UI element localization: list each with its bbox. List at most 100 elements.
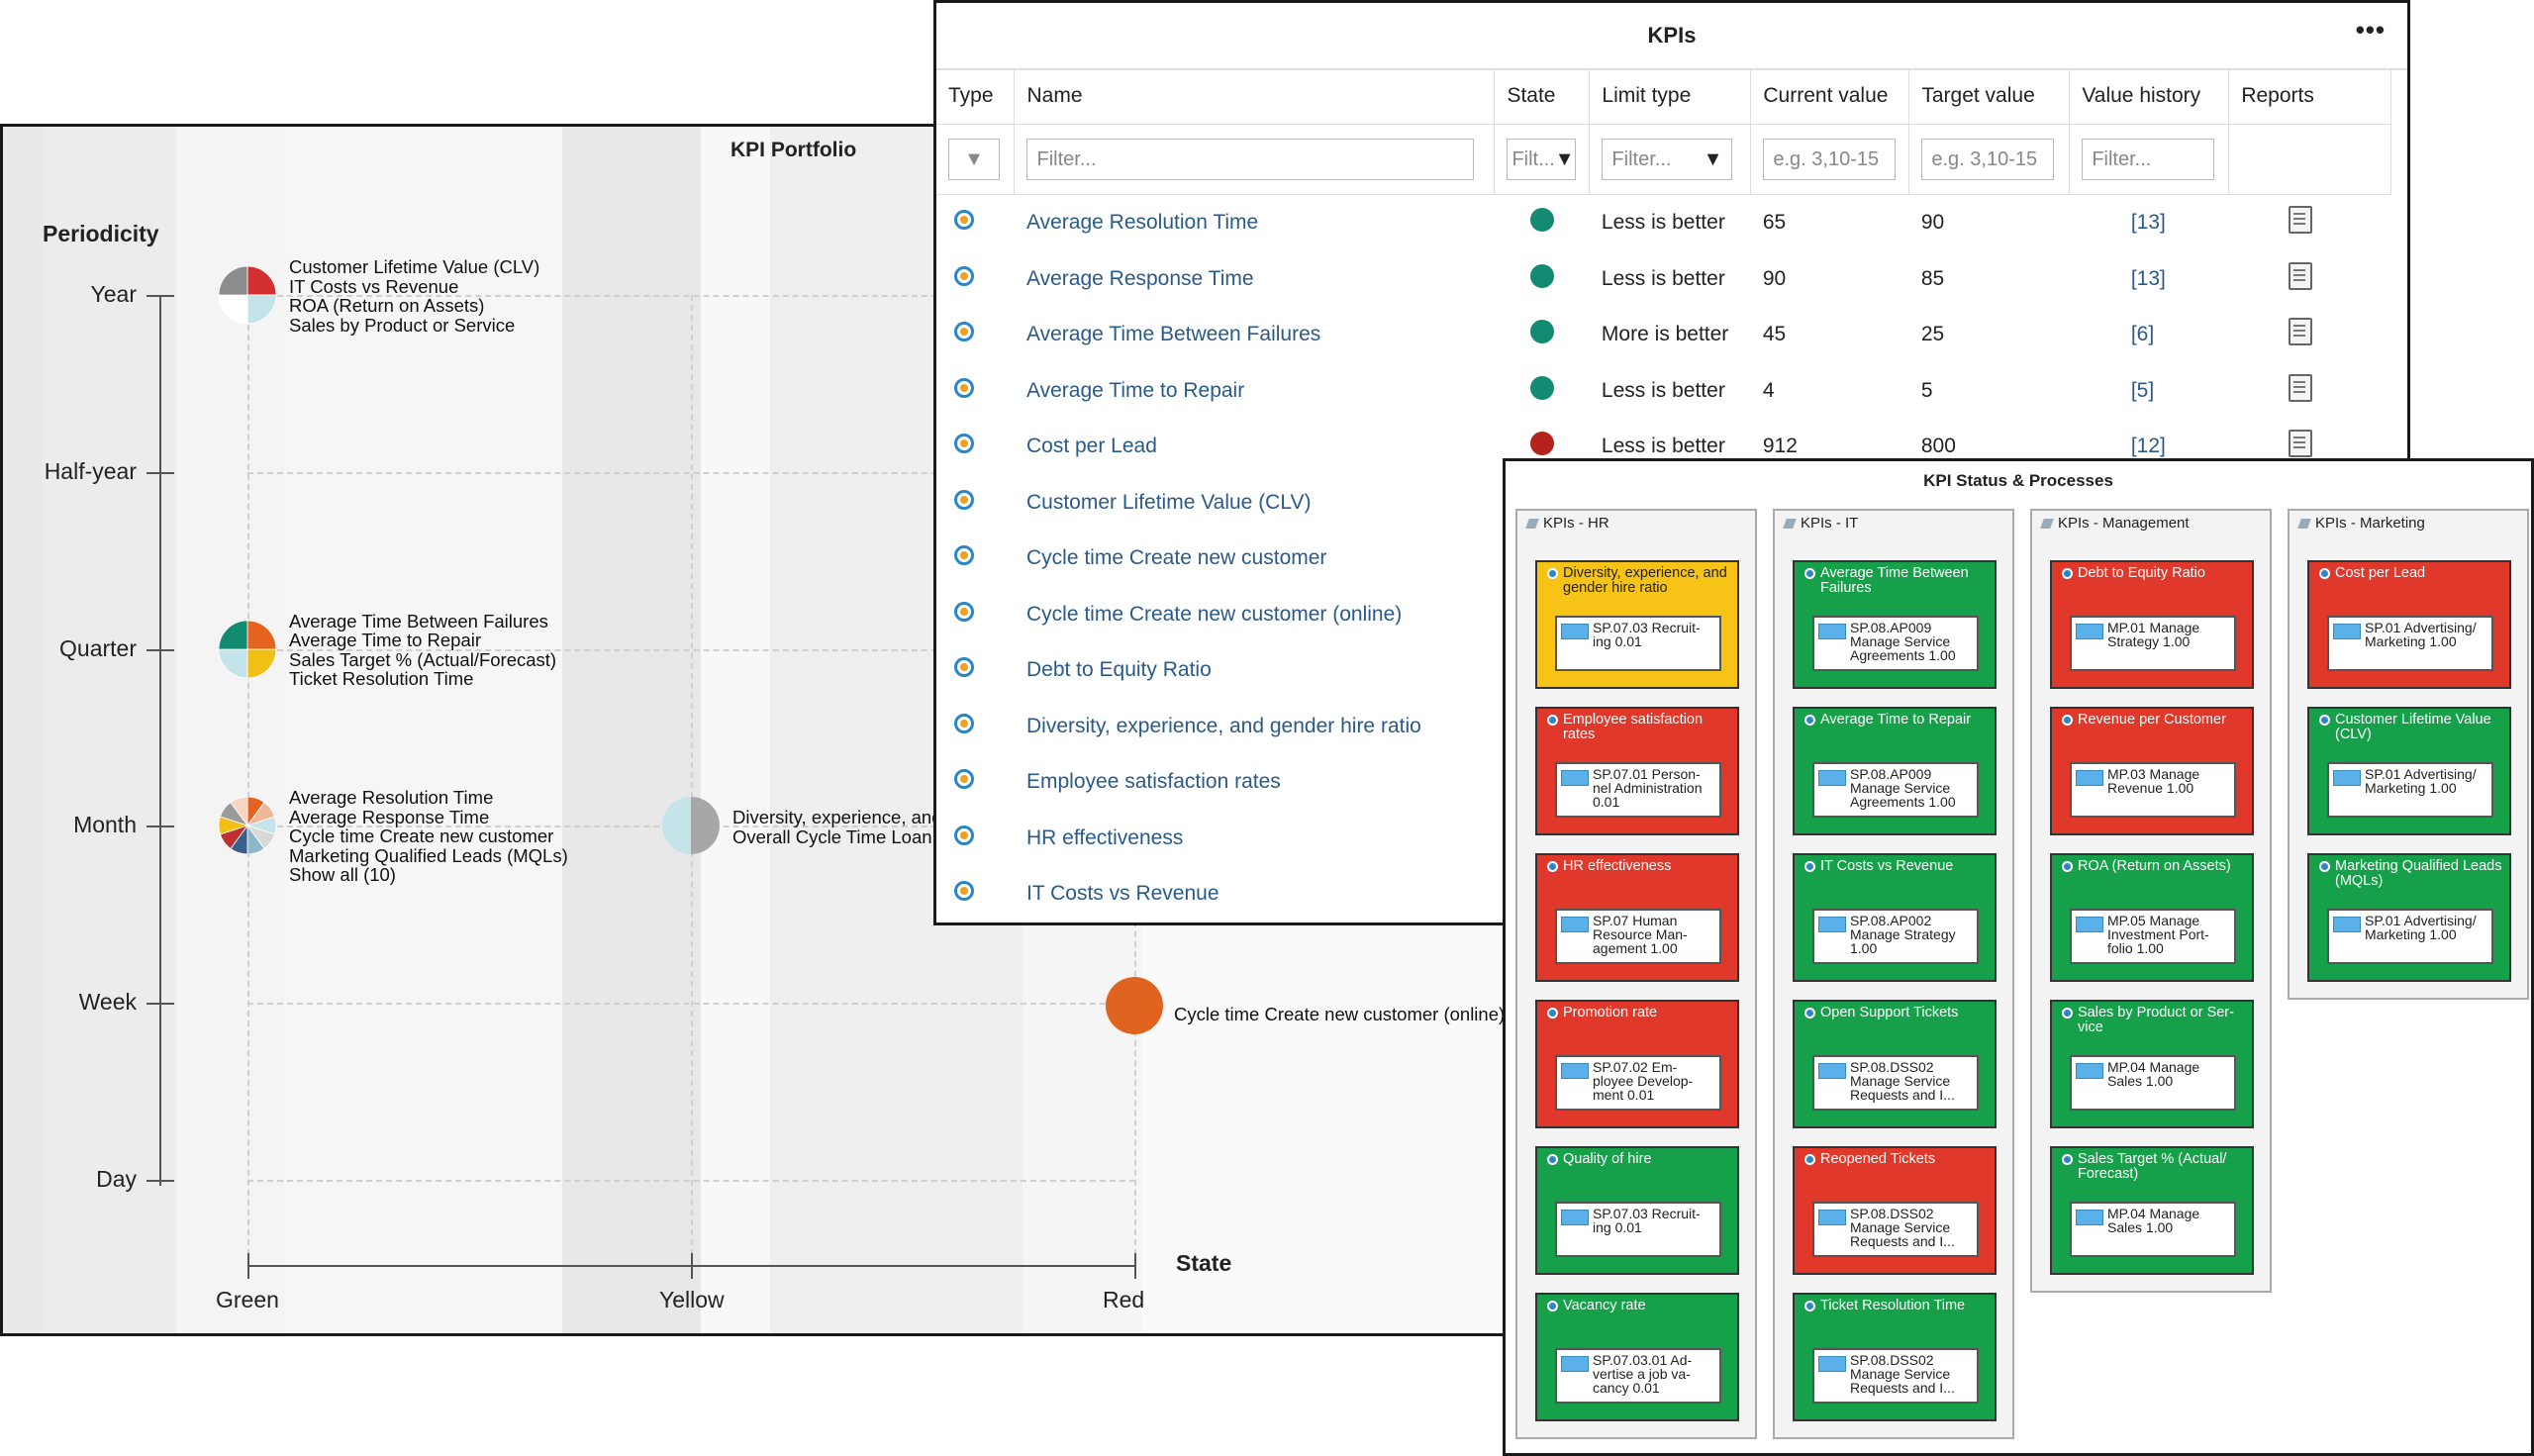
- kpi-card[interactable]: Ticket Resolution Time SP.08.DSS02 Manage…: [1793, 1293, 1997, 1421]
- kpi-card[interactable]: Customer Lifetime Value (CLV) SP.01 Adver…: [2307, 707, 2511, 835]
- report-icon[interactable]: [2288, 373, 2312, 402]
- bubble-kpi-label[interactable]: Overall Cycle Time Loan a: [732, 825, 947, 847]
- report-icon[interactable]: [2288, 206, 2312, 235]
- name-cell[interactable]: Average Time Between Failures: [1025, 323, 1321, 346]
- bubble[interactable]: [662, 797, 720, 855]
- bubble-kpi-label[interactable]: Ticket Resolution Time: [289, 668, 474, 690]
- bubble[interactable]: [1106, 977, 1163, 1035]
- kpi-card[interactable]: ROA (Return on Assets) MP.05 Manage Inves…: [2050, 853, 2254, 982]
- kpi-card[interactable]: Diversity, experience, and gender hire r…: [1535, 560, 1739, 689]
- col-type[interactable]: Type: [936, 68, 1016, 125]
- process-box[interactable]: SP.07.03 Recruit-ing 0.01: [1555, 616, 1721, 671]
- kpi-card[interactable]: Average Time Between Failures SP.08.AP009…: [1793, 560, 1997, 689]
- bubble-kpi-label[interactable]: Cycle time Create new customer: [289, 825, 554, 847]
- name-cell[interactable]: Customer Lifetime Value (CLV): [1025, 490, 1312, 514]
- col-name[interactable]: Name: [1014, 68, 1496, 125]
- col-target-value[interactable]: Target value: [1908, 68, 2071, 125]
- value-history-link[interactable]: [13]: [2130, 266, 2166, 290]
- col-reports[interactable]: Reports: [2228, 68, 2391, 125]
- name-cell[interactable]: HR effectiveness: [1025, 825, 1184, 849]
- bubble-kpi-label[interactable]: ROA (Return on Assets): [289, 295, 485, 316]
- name-cell[interactable]: Average Response Time: [1025, 266, 1254, 290]
- col-current-value[interactable]: Current value: [1750, 68, 1910, 125]
- process-box[interactable]: SP.07.03.01 Ad-vertise a job va-cancy 0.…: [1555, 1348, 1721, 1404]
- value-history-filter-input[interactable]: Filter...: [2082, 139, 2215, 180]
- process-box[interactable]: MP.05 Manage Investment Port-folio 1.00: [2070, 909, 2236, 964]
- process-box[interactable]: SP.01 Advertising/ Marketing 1.00: [2327, 762, 2493, 818]
- name-cell[interactable]: IT Costs vs Revenue: [1025, 882, 1219, 906]
- current-value-filter-input[interactable]: e.g. 3,10-15: [1763, 139, 1897, 180]
- bubble-kpi-label[interactable]: Diversity, experience, and: [732, 807, 942, 828]
- process-box[interactable]: MP.03 Manage Revenue 1.00: [2070, 762, 2236, 818]
- value-history-link[interactable]: [12]: [2130, 435, 2166, 458]
- name-cell[interactable]: Cycle time Create new customer: [1025, 546, 1327, 570]
- name-cell[interactable]: Cycle time Create new customer (online): [1025, 602, 1403, 626]
- kpi-card[interactable]: Promotion rate SP.07.02 Em-ployee Develop…: [1535, 1000, 1739, 1128]
- bubble-kpi-label[interactable]: Average Time Between Failures: [289, 610, 548, 631]
- process-box[interactable]: SP.08.AP009 Manage Service Agreements 1.…: [1812, 616, 1979, 671]
- value-history-link[interactable]: [5]: [2130, 378, 2155, 402]
- kpi-card[interactable]: Quality of hire SP.07.03 Recruit-ing 0.01: [1535, 1146, 1739, 1275]
- process-box[interactable]: SP.08.AP009 Manage Service Agreements 1.…: [1812, 762, 1979, 818]
- name-cell[interactable]: Cost per Lead: [1025, 435, 1157, 458]
- process-box[interactable]: SP.01 Advertising/ Marketing 1.00: [2327, 909, 2493, 964]
- more-menu-icon[interactable]: •••: [2355, 15, 2386, 45]
- process-box[interactable]: SP.07.01 Person-nel Administration 0.01: [1555, 762, 1721, 818]
- col-state[interactable]: State: [1494, 68, 1591, 125]
- report-icon[interactable]: [2288, 318, 2312, 346]
- process-box[interactable]: MP.04 Manage Sales 1.00: [2070, 1202, 2236, 1257]
- type-filter-dropdown[interactable]: ▼: [948, 139, 1000, 180]
- col-limit-type[interactable]: Limit type: [1589, 68, 1752, 125]
- bubble-kpi-label[interactable]: Customer Lifetime Value (CLV): [289, 256, 540, 277]
- process-box[interactable]: MP.01 Manage Strategy 1.00: [2070, 616, 2236, 671]
- bubble-kpi-label[interactable]: Marketing Qualified Leads (MQLs): [289, 844, 568, 866]
- name-cell[interactable]: Debt to Equity Ratio: [1025, 658, 1212, 682]
- kpi-card[interactable]: IT Costs vs Revenue SP.08.AP002 Manage St…: [1793, 853, 1997, 982]
- name-filter-input[interactable]: Filter...: [1026, 139, 1475, 180]
- bubble-kpi-label[interactable]: Average Time to Repair: [289, 630, 482, 651]
- process-box[interactable]: SP.07.02 Em-ployee Develop-ment 0.01: [1555, 1055, 1721, 1111]
- kpi-card[interactable]: Revenue per Customer MP.03 Manage Revenue…: [2050, 707, 2254, 835]
- process-box[interactable]: SP.08.DSS02 Manage Service Requests and …: [1812, 1348, 1979, 1404]
- report-icon[interactable]: [2288, 261, 2312, 290]
- name-cell[interactable]: Diversity, experience, and gender hire r…: [1025, 714, 1421, 737]
- limit-type-filter-dropdown[interactable]: Filter... ▼: [1602, 139, 1733, 180]
- bubble[interactable]: [218, 265, 277, 329]
- bubble[interactable]: [218, 796, 277, 859]
- process-box[interactable]: SP.01 Advertising/ Marketing 1.00: [2327, 616, 2493, 671]
- pie-bubble[interactable]: [218, 265, 277, 325]
- kpi-card[interactable]: Vacancy rate SP.07.03.01 Ad-vertise a job…: [1535, 1293, 1739, 1421]
- bubble-kpi-label[interactable]: Sales Target % (Actual/Forecast): [289, 648, 557, 670]
- kpi-card[interactable]: Open Support Tickets SP.08.DSS02 Manage S…: [1793, 1000, 1997, 1128]
- kpi-card[interactable]: Sales by Product or Ser-vice MP.04 Manage…: [2050, 1000, 2254, 1128]
- pie-bubble[interactable]: [218, 796, 277, 855]
- kpi-card[interactable]: Reopened Tickets SP.08.DSS02 Manage Servi…: [1793, 1146, 1997, 1275]
- kpi-card[interactable]: Debt to Equity Ratio MP.01 Manage Strateg…: [2050, 560, 2254, 689]
- name-cell[interactable]: Employee satisfaction rates: [1025, 770, 1281, 794]
- kpi-card[interactable]: HR effectiveness SP.07 Human Resource Man…: [1535, 853, 1739, 982]
- name-cell[interactable]: Average Time to Repair: [1025, 378, 1245, 402]
- process-box[interactable]: MP.04 Manage Sales 1.00: [2070, 1055, 2236, 1111]
- process-box[interactable]: SP.07.03 Recruit-ing 0.01: [1555, 1202, 1721, 1257]
- bubble-kpi-label[interactable]: Cycle time Create new customer (online): [1174, 1004, 1506, 1025]
- pie-bubble[interactable]: [218, 620, 277, 679]
- kpi-card[interactable]: Marketing Qualified Leads (MQLs) SP.01 Ad…: [2307, 853, 2511, 982]
- process-box[interactable]: SP.07 Human Resource Man-agement 1.00: [1555, 909, 1721, 964]
- bubble-kpi-label[interactable]: Sales by Product or Service: [289, 314, 516, 336]
- bubble[interactable]: [218, 620, 277, 683]
- kpi-card[interactable]: Sales Target % (Actual/ Forecast) MP.04 M…: [2050, 1146, 2254, 1275]
- state-filter-dropdown[interactable]: Filt... ▼: [1507, 139, 1577, 180]
- target-value-filter-input[interactable]: e.g. 3,10-15: [1921, 139, 2055, 180]
- process-box[interactable]: SP.08.AP002 Manage Strategy 1.00: [1812, 909, 1979, 964]
- name-cell[interactable]: Average Resolution Time: [1025, 211, 1259, 235]
- kpi-card[interactable]: Average Time to Repair SP.08.AP009 Manage…: [1793, 707, 1997, 835]
- process-box[interactable]: SP.08.DSS02 Manage Service Requests and …: [1812, 1202, 1979, 1257]
- col-value-history[interactable]: Value history: [2069, 68, 2230, 125]
- bubble-kpi-label[interactable]: IT Costs vs Revenue: [289, 275, 459, 297]
- kpi-card[interactable]: Cost per Lead SP.01 Advertising/ Marketin…: [2307, 560, 2511, 689]
- kpi-card[interactable]: Employee satisfaction rates SP.07.01 Pers…: [1535, 707, 1739, 835]
- report-icon[interactable]: [2288, 430, 2312, 458]
- bubble-kpi-label[interactable]: Average Resolution Time: [289, 787, 494, 809]
- process-box[interactable]: SP.08.DSS02 Manage Service Requests and …: [1812, 1055, 1979, 1111]
- bubble-kpi-label[interactable]: Average Response Time: [289, 806, 490, 827]
